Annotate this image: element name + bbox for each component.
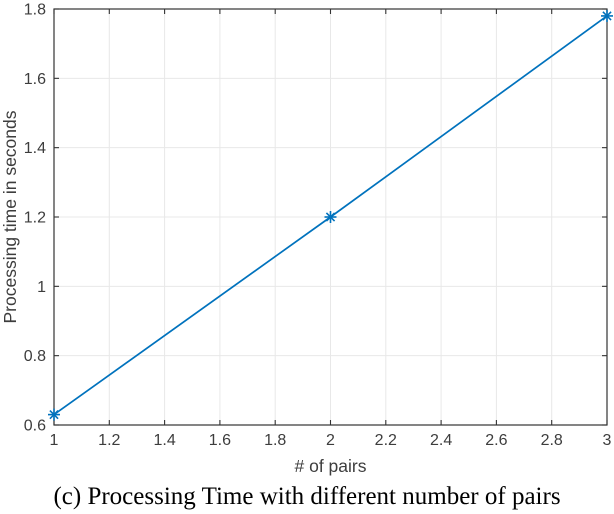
data-point-marker [601, 9, 613, 22]
x-tick-label: 1.4 [153, 432, 175, 449]
plot-box [53, 8, 608, 426]
data-point-marker [324, 211, 337, 223]
x-tick-label: 2.4 [430, 432, 452, 449]
y-tick-labels: 0.6 0.8 1 1.2 1.4 1.6 1.8 [24, 2, 46, 435]
x-tick-label: 1.2 [98, 432, 120, 449]
y-tick-label: 1.6 [24, 71, 46, 88]
series-layer [48, 9, 613, 421]
x-tick-label: 1 [50, 432, 59, 449]
y-tick-label: 1.8 [24, 2, 46, 19]
x-tick-labels: 1 1.2 1.4 1.6 1.8 2 2.2 2.4 2.6 2.8 3 [50, 432, 612, 449]
line-chart: 1 1.2 1.4 1.6 1.8 2 2.2 2.4 2.6 2.8 3 0.6 0.8 1 1.2 1.… [0, 2, 613, 476]
x-axis-label: # of pairs [295, 456, 367, 476]
x-tick-label: 1.8 [264, 432, 286, 449]
x-tick-label: 2.8 [541, 432, 563, 449]
y-tick-label: 1.2 [24, 210, 46, 227]
y-tick-label: 0.6 [24, 418, 46, 435]
y-axis-label: Processing time in seconds [0, 110, 20, 323]
x-tick-label: 2.2 [375, 432, 397, 449]
x-tick-label: 1.6 [209, 432, 231, 449]
y-tick-label: 1 [37, 279, 46, 296]
y-tick-label: 0.8 [24, 348, 46, 365]
x-tick-label: 2.6 [485, 432, 507, 449]
y-tick-label: 1.4 [24, 140, 46, 157]
x-tick-label: 3 [603, 432, 612, 449]
data-point-marker [48, 408, 60, 421]
x-tick-label: 2 [326, 432, 335, 449]
figure-caption: (c) Processing Time with different numbe… [53, 483, 561, 510]
